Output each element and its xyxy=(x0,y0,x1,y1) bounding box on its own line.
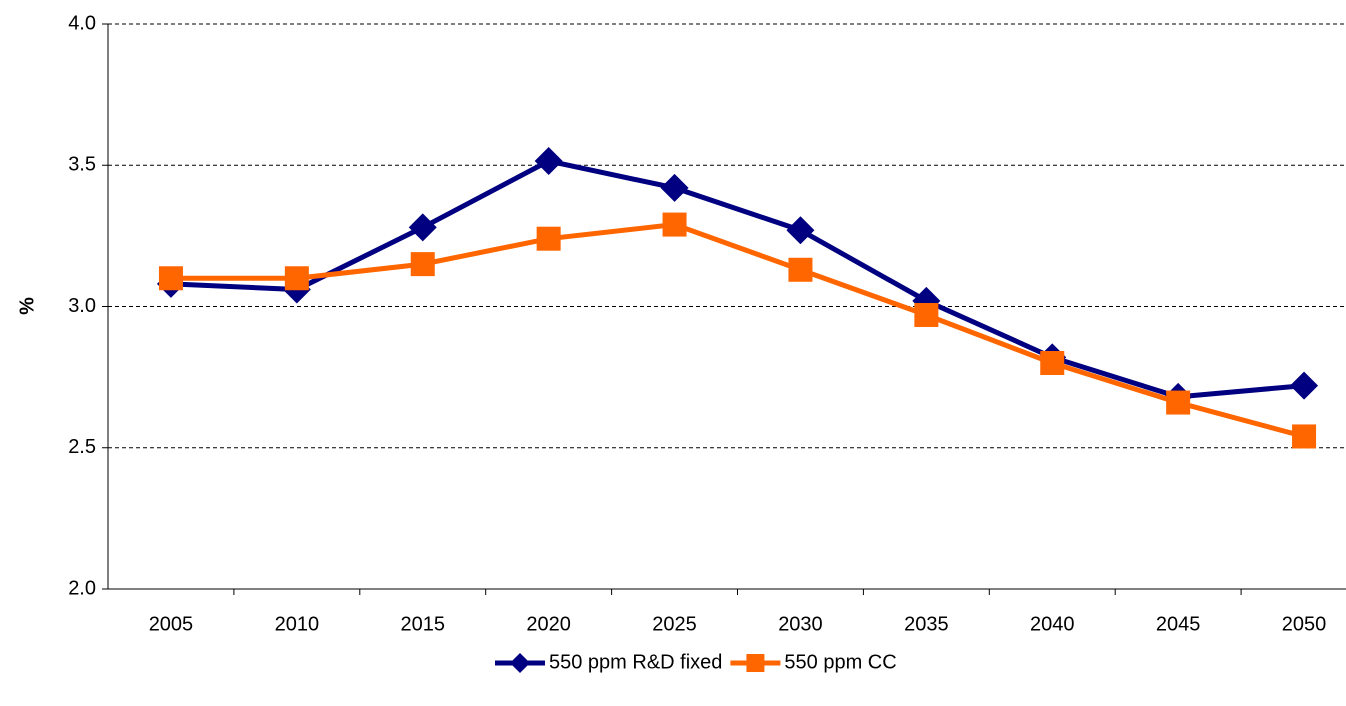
x-tick-label: 2030 xyxy=(778,613,823,635)
x-tick-label: 2010 xyxy=(275,613,320,635)
series-line xyxy=(170,222,1305,439)
x-tick-label: 2035 xyxy=(904,613,949,635)
series-line xyxy=(170,158,1305,400)
legend-label: 550 ppm CC xyxy=(784,651,896,673)
marker xyxy=(788,257,813,282)
marker xyxy=(662,212,687,237)
x-tick-label: 2005 xyxy=(149,613,194,635)
marker xyxy=(786,216,815,245)
marker xyxy=(410,252,435,277)
y-tick-label: 2.5 xyxy=(68,436,96,458)
y-tick-label: 2.0 xyxy=(68,577,96,599)
x-tick-label: 2020 xyxy=(526,613,571,635)
marker xyxy=(534,147,563,176)
marker xyxy=(1290,371,1319,400)
marker xyxy=(914,302,939,327)
x-tick-label: 2050 xyxy=(1282,613,1327,635)
marker xyxy=(536,226,561,251)
x-tick-label: 2025 xyxy=(652,613,697,635)
marker xyxy=(1292,424,1317,449)
marker xyxy=(660,173,689,202)
y-axis-label: % xyxy=(16,297,38,315)
marker xyxy=(1040,351,1065,375)
y-tick-label: 3.5 xyxy=(68,154,96,176)
x-tick-label: 2045 xyxy=(1156,613,1201,635)
marker xyxy=(510,653,530,673)
x-tick-label: 2015 xyxy=(401,613,446,635)
y-tick-label: 3.0 xyxy=(68,295,96,317)
y-tick-label: 4.0 xyxy=(68,12,96,34)
legend-label: 550 ppm R&D fixed xyxy=(549,651,722,673)
marker xyxy=(158,266,183,291)
marker xyxy=(746,654,765,672)
marker xyxy=(284,266,309,291)
x-tick-label: 2040 xyxy=(1030,613,1075,635)
marker xyxy=(1166,390,1191,415)
marker xyxy=(408,213,437,242)
